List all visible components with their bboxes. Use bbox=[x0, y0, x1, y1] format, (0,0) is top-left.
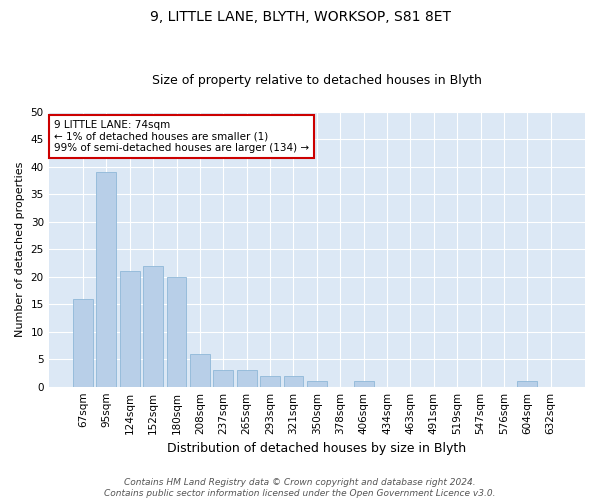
Bar bbox=[73, 298, 93, 386]
Bar bbox=[190, 354, 210, 386]
Bar bbox=[237, 370, 257, 386]
Bar bbox=[214, 370, 233, 386]
Bar bbox=[97, 172, 116, 386]
Bar bbox=[167, 276, 187, 386]
Bar bbox=[353, 381, 374, 386]
X-axis label: Distribution of detached houses by size in Blyth: Distribution of detached houses by size … bbox=[167, 442, 466, 455]
Bar bbox=[517, 381, 537, 386]
Text: 9, LITTLE LANE, BLYTH, WORKSOP, S81 8ET: 9, LITTLE LANE, BLYTH, WORKSOP, S81 8ET bbox=[149, 10, 451, 24]
Bar bbox=[120, 271, 140, 386]
Bar bbox=[284, 376, 304, 386]
Text: Contains HM Land Registry data © Crown copyright and database right 2024.
Contai: Contains HM Land Registry data © Crown c… bbox=[104, 478, 496, 498]
Y-axis label: Number of detached properties: Number of detached properties bbox=[15, 162, 25, 337]
Bar bbox=[143, 266, 163, 386]
Bar bbox=[260, 376, 280, 386]
Bar bbox=[307, 381, 327, 386]
Text: 9 LITTLE LANE: 74sqm
← 1% of detached houses are smaller (1)
99% of semi-detache: 9 LITTLE LANE: 74sqm ← 1% of detached ho… bbox=[54, 120, 309, 153]
Title: Size of property relative to detached houses in Blyth: Size of property relative to detached ho… bbox=[152, 74, 482, 87]
